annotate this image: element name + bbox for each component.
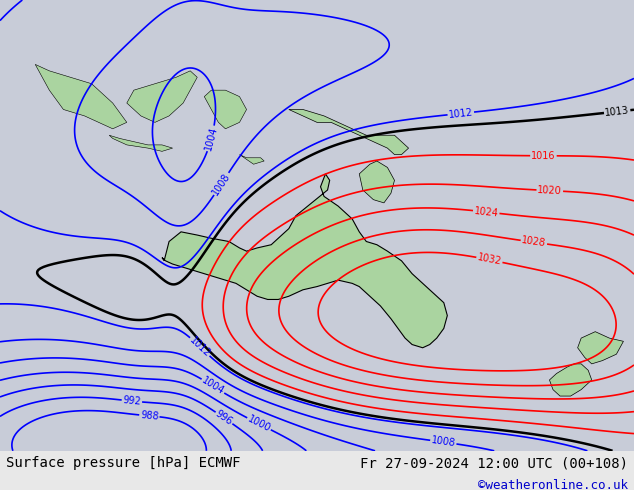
Text: 1032: 1032 (476, 252, 503, 267)
Polygon shape (550, 364, 592, 396)
Text: 1004: 1004 (204, 125, 219, 152)
Text: 1016: 1016 (531, 151, 556, 161)
Text: 1013: 1013 (604, 105, 630, 118)
Text: 1020: 1020 (537, 185, 562, 196)
Polygon shape (162, 174, 448, 348)
Text: 1024: 1024 (474, 206, 499, 218)
Polygon shape (204, 90, 247, 129)
Text: Fr 27-09-2024 12:00 UTC (00+108): Fr 27-09-2024 12:00 UTC (00+108) (359, 456, 628, 470)
Polygon shape (127, 71, 197, 122)
Text: 1028: 1028 (521, 236, 547, 249)
Text: 1000: 1000 (246, 414, 272, 434)
Text: 1012: 1012 (448, 107, 474, 120)
Text: 1012: 1012 (188, 335, 212, 359)
Text: Surface pressure [hPa] ECMWF: Surface pressure [hPa] ECMWF (6, 456, 241, 470)
Text: 1008: 1008 (430, 436, 456, 449)
Text: 996: 996 (214, 409, 235, 427)
Text: 1008: 1008 (210, 171, 232, 197)
Text: 988: 988 (139, 410, 159, 422)
Polygon shape (109, 135, 172, 151)
Polygon shape (289, 109, 408, 154)
Polygon shape (578, 332, 623, 364)
Polygon shape (240, 154, 264, 164)
Text: ©weatheronline.co.uk: ©weatheronline.co.uk (477, 479, 628, 490)
Text: 992: 992 (122, 395, 141, 407)
Text: 1004: 1004 (200, 375, 226, 397)
Polygon shape (36, 64, 127, 129)
Polygon shape (359, 161, 394, 203)
